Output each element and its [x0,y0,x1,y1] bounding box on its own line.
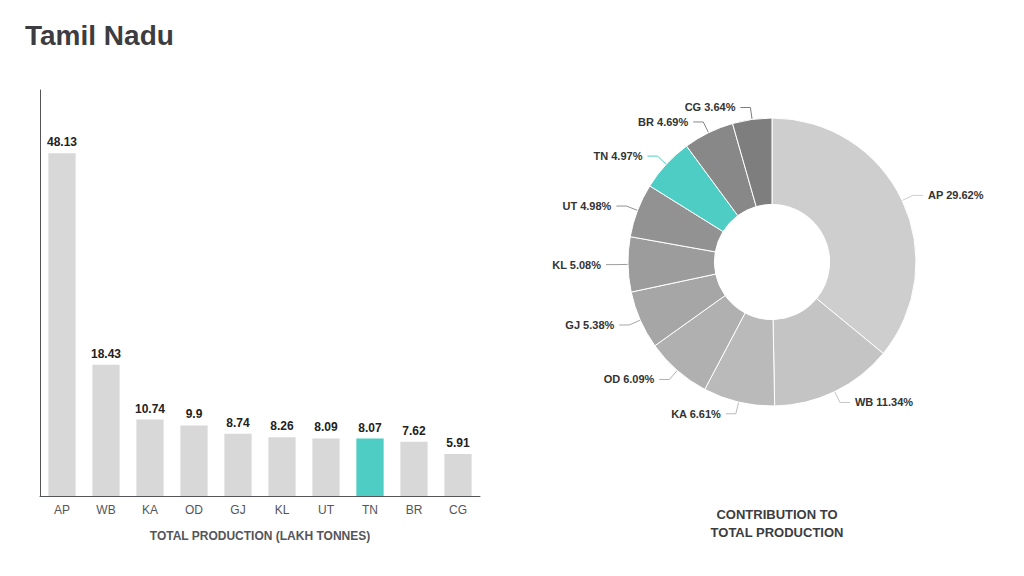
svg-text:8.09: 8.09 [314,420,338,434]
svg-text:48.13: 48.13 [47,135,77,149]
svg-text:AP: AP [54,503,70,517]
svg-text:KA 6.61%: KA 6.61% [671,408,721,420]
svg-text:8.74: 8.74 [226,416,250,430]
svg-text:10.74: 10.74 [135,402,165,416]
svg-text:UT 4.98%: UT 4.98% [562,200,611,212]
svg-text:BR 4.69%: BR 4.69% [638,116,688,128]
svg-text:CG: CG [449,503,467,517]
svg-text:TN: TN [362,503,378,517]
svg-text:TOTAL PRODUCTION (LAKH TONNES): TOTAL PRODUCTION (LAKH TONNES) [150,529,370,543]
svg-text:BR: BR [406,503,423,517]
svg-text:KL 5.08%: KL 5.08% [552,259,601,271]
svg-text:TN 4.97%: TN 4.97% [594,150,643,162]
svg-text:9.9: 9.9 [186,407,203,421]
svg-text:GJ: GJ [230,503,245,517]
svg-text:GJ 5.38%: GJ 5.38% [565,319,614,331]
svg-text:7.62: 7.62 [402,424,426,438]
svg-text:AP 29.62%: AP 29.62% [928,189,984,201]
svg-text:8.07: 8.07 [358,421,382,435]
svg-text:5.91: 5.91 [446,436,470,450]
svg-text:UT: UT [318,503,335,517]
svg-text:KA: KA [142,503,158,517]
svg-text:18.43: 18.43 [91,347,121,361]
svg-text:TOTAL PRODUCTION: TOTAL PRODUCTION [711,525,844,540]
svg-text:8.26: 8.26 [270,419,294,433]
svg-text:KL: KL [275,503,290,517]
svg-text:Tamil Nadu: Tamil Nadu [25,20,174,51]
svg-text:OD 6.09%: OD 6.09% [604,373,655,385]
svg-text:OD: OD [185,503,203,517]
svg-text:CONTRIBUTION TO: CONTRIBUTION TO [716,507,837,522]
svg-text:WB: WB [96,503,115,517]
svg-text:CG 3.64%: CG 3.64% [685,101,736,113]
svg-text:WB 11.34%: WB 11.34% [855,396,913,408]
